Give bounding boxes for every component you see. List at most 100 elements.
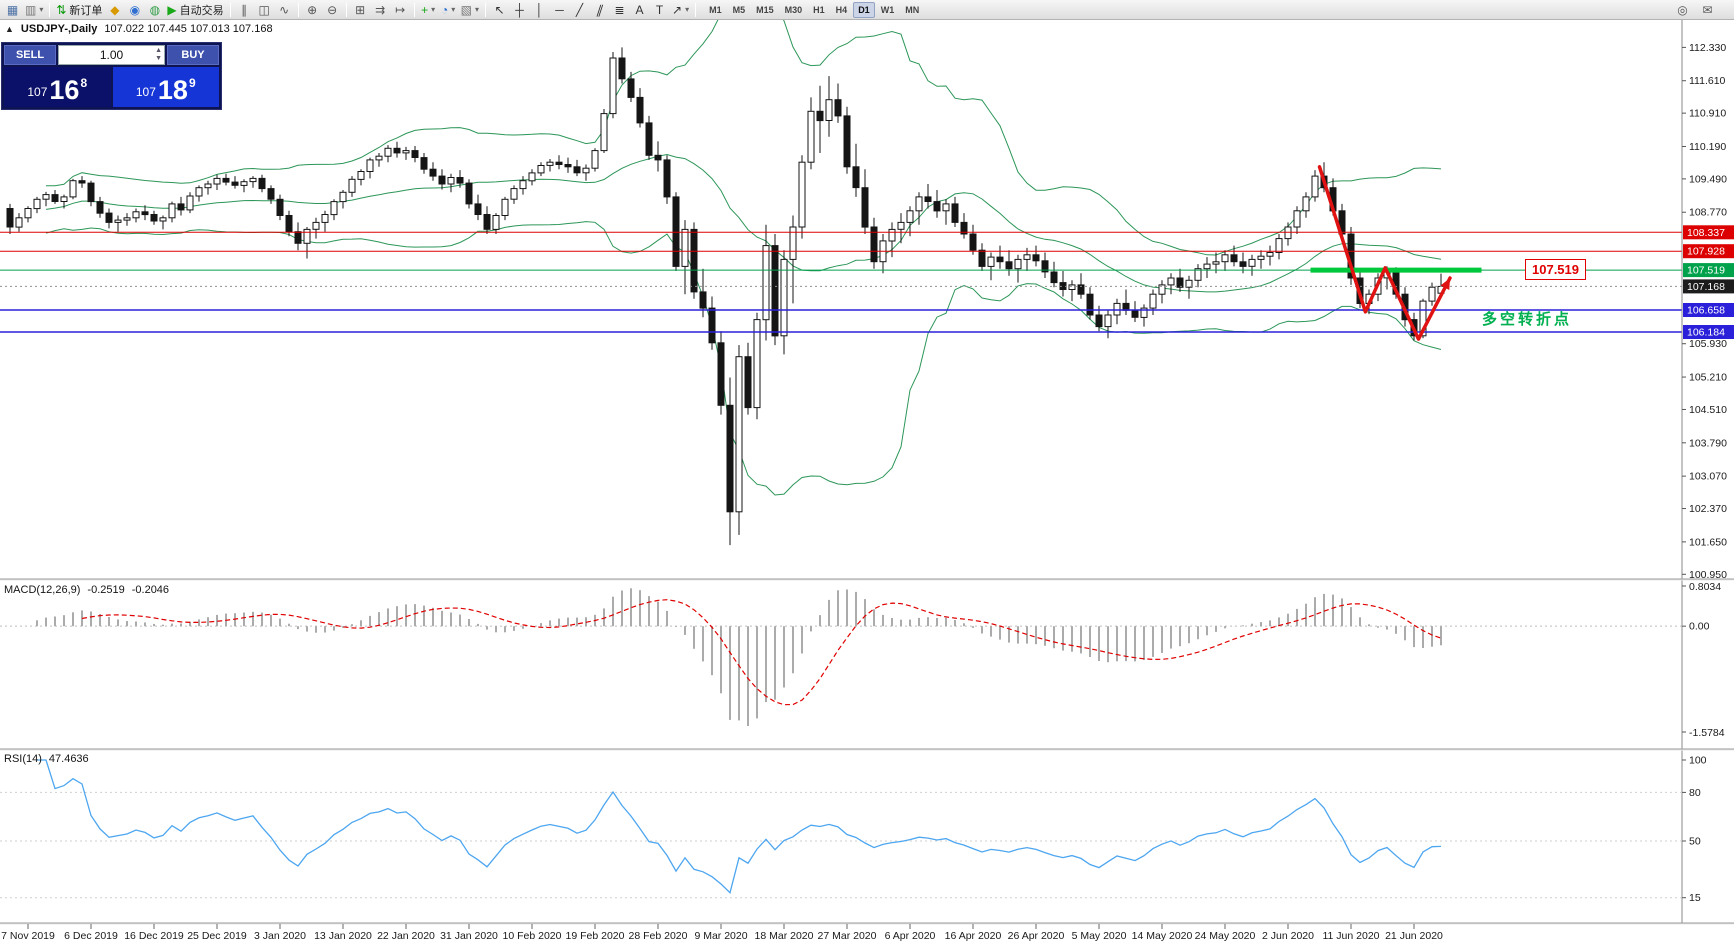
svg-text:0.00: 0.00: [1689, 621, 1710, 633]
volume-input[interactable]: 1.00 ▲ ▼: [58, 45, 165, 65]
cursor-button[interactable]: ↖: [490, 1, 509, 18]
svg-text:25 Dec 2019: 25 Dec 2019: [187, 930, 247, 942]
new-order-button[interactable]: ⇅ 新订单: [54, 1, 104, 18]
profiles-button[interactable]: ▥ ▾: [23, 1, 45, 18]
zigzag-annotation[interactable]: [1317, 165, 1452, 341]
macd-value-signal: -0.2046: [131, 584, 170, 596]
autotrading-button[interactable]: ▶ 自动交易: [165, 1, 225, 18]
symbol-name: USDJPY-,Daily: [20, 23, 98, 35]
candle-chart-mode-icon: ◫: [258, 2, 270, 17]
svg-text:21 Jun 2020: 21 Jun 2020: [1385, 930, 1443, 942]
timeframe-m1-button[interactable]: M1: [709, 4, 722, 15]
chat-icon[interactable]: ✉: [1702, 2, 1713, 17]
volume-down-icon[interactable]: ▼: [155, 55, 162, 62]
sell-button[interactable]: SELL: [4, 45, 56, 65]
chart-window: 112.330 111.610 110.910 110.190 109.490 108.7…: [0, 20, 1734, 945]
timeframe-m5-button[interactable]: M5: [732, 4, 746, 15]
periods-dropdown-icon: ▾: [451, 5, 456, 14]
candle-chart-mode-button[interactable]: ◫: [255, 1, 274, 18]
volume-up-icon[interactable]: ▲: [155, 47, 162, 54]
timeframe-h1-button[interactable]: H1: [813, 4, 825, 15]
timeframe-m30-button[interactable]: M30: [784, 4, 803, 15]
timeframe-w1-button[interactable]: W1: [880, 4, 895, 15]
rsi-value: 47.4636: [48, 753, 89, 765]
symbol-ohlc-label: ▲ USDJPY-,Daily 107.022 107.445 107.013 …: [5, 23, 273, 35]
buy-price-tile[interactable]: 107 18 9: [112, 67, 219, 107]
svg-text:27 Mar 2020: 27 Mar 2020: [818, 930, 877, 942]
price-tag-108.337: [1683, 225, 1734, 240]
price-tag-106.658: [1683, 303, 1734, 317]
svg-text:2 Jun 2020: 2 Jun 2020: [1262, 930, 1314, 942]
toolbar-right-group: ◎ ✉: [1673, 1, 1717, 18]
auto-scroll-button[interactable]: ⇉: [371, 1, 390, 18]
toolbar-separator: [229, 2, 231, 17]
vertical-line-button[interactable]: │: [530, 1, 549, 18]
svg-text:104.510: 104.510: [1689, 404, 1727, 416]
svg-text:28 Feb 2020: 28 Feb 2020: [629, 930, 688, 942]
text-label-button[interactable]: T: [650, 1, 669, 18]
line-chart-mode-button[interactable]: ∿: [275, 1, 294, 18]
templates-icon: ▧: [460, 2, 472, 17]
price-level-annotation-box[interactable]: 107.519: [1525, 259, 1586, 281]
zoom-in-button[interactable]: ⊕: [303, 1, 322, 18]
macd-indicator-label: MACD(12,26,9) -0.2519 -0.2046: [4, 584, 169, 596]
candles: [6, 47, 1445, 546]
navigator-button[interactable]: ◉: [125, 1, 144, 18]
fibonacci-button[interactable]: ≣: [610, 1, 629, 18]
search-icon[interactable]: ◎: [1677, 2, 1688, 17]
ohlc-values: 107.022 107.445 107.013 107.168: [104, 23, 273, 35]
market-watch-button[interactable]: ◆: [105, 1, 124, 18]
timeframe-m15-button[interactable]: M15: [756, 4, 774, 15]
sell-price-tile[interactable]: 107 16 8: [4, 67, 111, 107]
navigator-icon: ◉: [129, 2, 141, 17]
svg-text:31 Jan 2020: 31 Jan 2020: [440, 930, 498, 942]
svg-text:103.070: 103.070: [1689, 471, 1727, 483]
svg-text:26 Apr 2020: 26 Apr 2020: [1008, 930, 1065, 942]
svg-text:18 Mar 2020: 18 Mar 2020: [755, 930, 814, 942]
buy-button[interactable]: BUY: [167, 45, 219, 65]
svg-text:7 Nov 2019: 7 Nov 2019: [1, 930, 55, 942]
buy-price-prefix: 107: [135, 85, 156, 99]
svg-text:112.330: 112.330: [1689, 42, 1726, 54]
svg-text:105.930: 105.930: [1689, 338, 1727, 350]
buy-price-sup: 9: [188, 76, 196, 90]
terminal-button[interactable]: ◍: [145, 1, 164, 18]
text-button[interactable]: A: [630, 1, 649, 18]
trendline-button[interactable]: ╱: [570, 1, 589, 18]
tile-windows-button[interactable]: ⊞: [351, 1, 370, 18]
timeframe-d1-button[interactable]: D1: [853, 1, 875, 18]
templates-button[interactable]: ▧ ▾: [459, 1, 481, 18]
bar-chart-mode-button[interactable]: ∥: [235, 1, 254, 18]
svg-text:107.168: 107.168: [1687, 281, 1725, 293]
toolbar-separator: [485, 2, 487, 17]
periods-button[interactable]: ◔ ▾: [439, 1, 458, 18]
tile-windows-icon: ⊞: [355, 2, 366, 17]
chart-canvas[interactable]: 112.330 111.610 110.910 110.190 109.490 108.7…: [0, 20, 1734, 945]
horizontal-line-button[interactable]: ─: [550, 1, 569, 18]
svg-text:106.658: 106.658: [1687, 305, 1725, 317]
crosshair-button[interactable]: ┼: [510, 1, 529, 18]
toolbar-separator: [413, 2, 415, 17]
arrows-icon: ↗: [672, 2, 683, 17]
horizontal-line-icon: ─: [555, 2, 564, 17]
channel-button[interactable]: ∥: [590, 1, 609, 18]
svg-text:11 Jun 2020: 11 Jun 2020: [1322, 930, 1379, 942]
zoom-out-button[interactable]: ⊖: [323, 1, 342, 18]
volume-spinner[interactable]: ▲ ▼: [155, 47, 162, 63]
rsi-name: RSI(14): [4, 753, 42, 765]
svg-text:100.950: 100.950: [1689, 569, 1727, 581]
timeframe-mn-button[interactable]: MN: [905, 4, 920, 15]
arrows-button[interactable]: ↗ ▾: [670, 1, 691, 18]
timeframe-h4-button[interactable]: H4: [835, 4, 848, 15]
chart-shift-button[interactable]: ↦: [391, 1, 410, 18]
svg-text:105.210: 105.210: [1689, 372, 1727, 384]
fibonacci-icon: ≣: [614, 2, 625, 17]
svg-text:107.928: 107.928: [1687, 246, 1725, 258]
oct-collapse-icon[interactable]: ▲: [5, 24, 14, 34]
svg-text:-1.5784: -1.5784: [1689, 727, 1725, 739]
channel-icon: ∥: [594, 2, 605, 17]
indicators-button[interactable]: + ▾: [419, 1, 438, 18]
turning-point-annotation[interactable]: 多空转折点: [1482, 311, 1573, 329]
new-chart-button[interactable]: ▦: [3, 1, 22, 18]
buy-price-main: 18: [157, 74, 188, 105]
